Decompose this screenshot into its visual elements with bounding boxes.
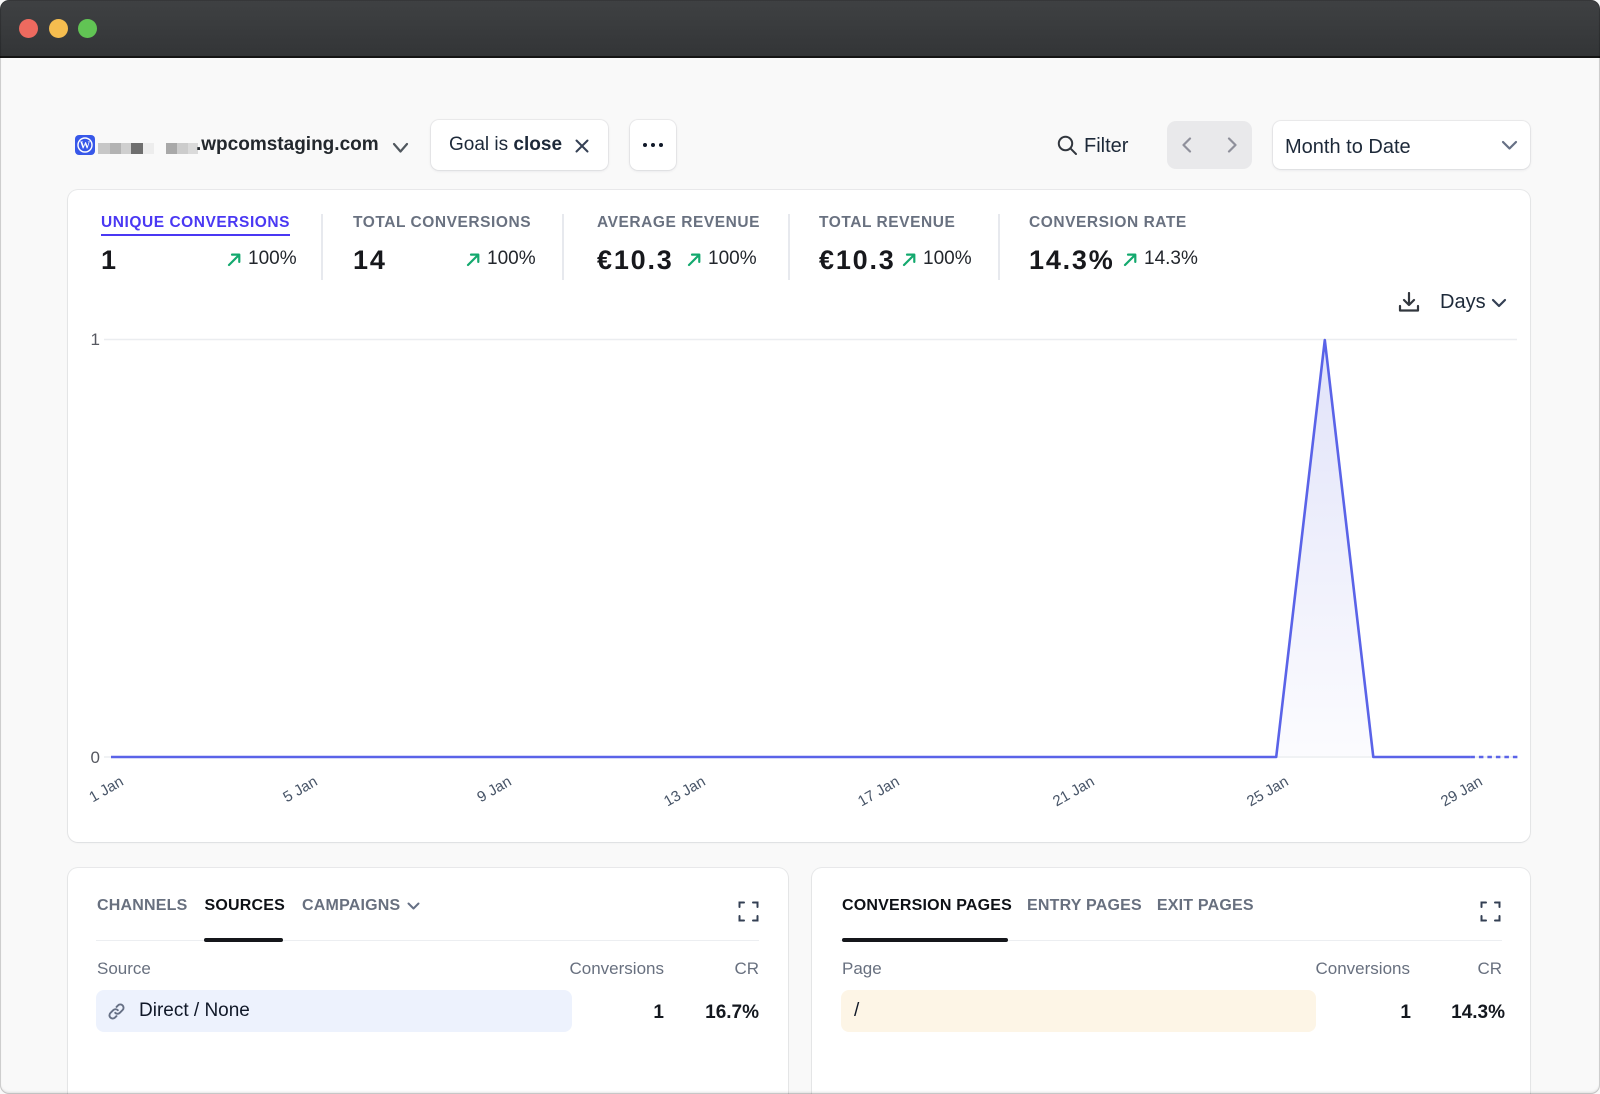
svg-text:W: W bbox=[80, 141, 91, 152]
